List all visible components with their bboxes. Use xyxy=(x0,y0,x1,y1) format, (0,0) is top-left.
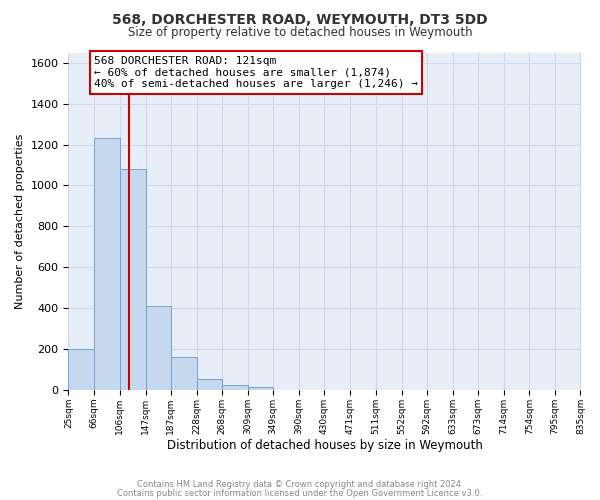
Bar xyxy=(248,387,273,390)
Bar xyxy=(146,306,171,390)
Y-axis label: Number of detached properties: Number of detached properties xyxy=(15,134,25,309)
Bar xyxy=(94,138,119,390)
Bar xyxy=(171,357,197,390)
Bar xyxy=(119,169,146,390)
Text: 568 DORCHESTER ROAD: 121sqm
← 60% of detached houses are smaller (1,874)
40% of : 568 DORCHESTER ROAD: 121sqm ← 60% of det… xyxy=(94,56,418,89)
Bar xyxy=(222,385,248,390)
Text: Contains HM Land Registry data © Crown copyright and database right 2024.: Contains HM Land Registry data © Crown c… xyxy=(137,480,463,489)
Text: 568, DORCHESTER ROAD, WEYMOUTH, DT3 5DD: 568, DORCHESTER ROAD, WEYMOUTH, DT3 5DD xyxy=(112,12,488,26)
Bar xyxy=(68,349,94,390)
Bar xyxy=(197,378,222,390)
X-axis label: Distribution of detached houses by size in Weymouth: Distribution of detached houses by size … xyxy=(167,440,482,452)
Text: Size of property relative to detached houses in Weymouth: Size of property relative to detached ho… xyxy=(128,26,472,39)
Text: Contains public sector information licensed under the Open Government Licence v3: Contains public sector information licen… xyxy=(118,488,482,498)
